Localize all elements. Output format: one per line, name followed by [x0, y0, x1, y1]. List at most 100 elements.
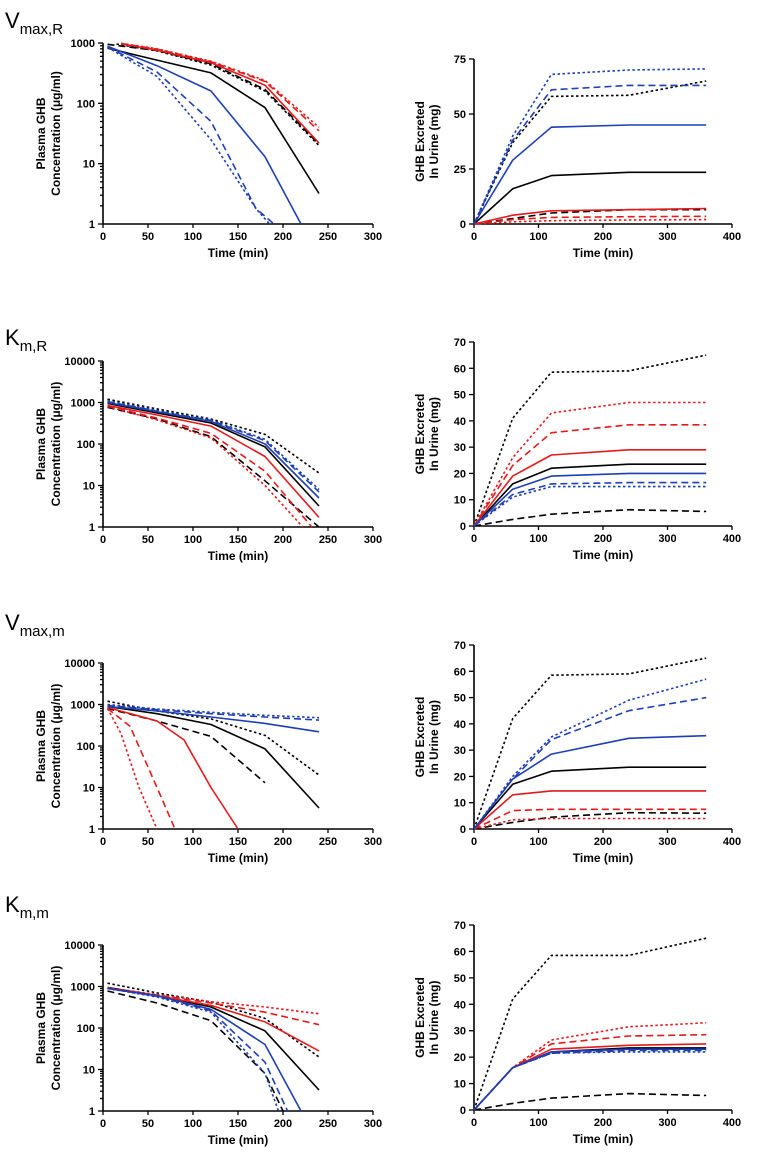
series-line-blue-dashed: [107, 704, 320, 721]
x-tick-label: 0: [100, 231, 106, 243]
y-tick-label: 100: [77, 1023, 95, 1035]
series-line-red-dotted: [473, 218, 707, 225]
y-tick-label: 70: [454, 640, 466, 652]
x-tick-label: 400: [723, 533, 741, 545]
y-tick-label: 0: [460, 219, 466, 231]
x-tick-label: 200: [274, 231, 292, 243]
y-tick-label: 70: [454, 920, 466, 932]
y-tick-label: 40: [454, 719, 466, 731]
series-line-red-dotted: [473, 817, 707, 830]
series-line-blue-dashed: [107, 46, 275, 225]
panel-title-sub: max,m: [20, 623, 65, 640]
y-tick-label: 10: [83, 159, 95, 171]
x-tick-label: 150: [229, 836, 247, 848]
x-tick-label: 0: [471, 533, 477, 545]
y-tick-label: 20: [454, 771, 466, 783]
series-line-blue-solid: [107, 705, 320, 733]
panel-title-sub: m,m: [20, 905, 49, 922]
x-tick-label: 300: [658, 1117, 676, 1129]
series-line-red-solid: [107, 404, 320, 518]
series-line-blue-dotted: [473, 1051, 707, 1111]
x-axis-title: Time (min): [208, 549, 268, 563]
series-line-black-dotted: [473, 354, 707, 527]
y-tick-label: 10: [83, 481, 95, 493]
y-tick-label: 30: [454, 442, 466, 454]
series-line-blue-dashed: [473, 481, 707, 527]
y-tick-label: 60: [454, 666, 466, 678]
y-tick-label: 30: [454, 745, 466, 757]
series-line-black-solid: [107, 986, 320, 1091]
panel-title-sub: max,R: [20, 21, 64, 38]
panel-title: Km,m: [5, 892, 49, 922]
x-tick-label: 300: [364, 836, 382, 848]
y-tick-label: 50: [454, 390, 466, 402]
x-tick-label: 300: [364, 1118, 382, 1130]
x-tick-label: 0: [471, 231, 477, 243]
series-line-red-dotted: [473, 401, 707, 527]
series-line-black-solid: [473, 1047, 707, 1111]
series-line-black-dashed: [107, 43, 320, 145]
series-line-red-solid: [473, 1043, 707, 1111]
x-tick-label: 100: [529, 836, 547, 848]
series-line-black-dotted: [473, 80, 707, 225]
x-tick-label: 400: [723, 1117, 741, 1129]
y-tick-label: 50: [454, 973, 466, 985]
series-line-blue-solid: [473, 1048, 707, 1111]
x-tick-label: 100: [184, 836, 202, 848]
x-tick-label: 200: [594, 231, 612, 243]
series-line-black-dotted: [107, 398, 320, 474]
series-line-red-dashed: [120, 42, 320, 132]
series-line-black-dotted: [473, 657, 707, 830]
series-line-black-solid: [473, 463, 707, 527]
y-tick-label: 20: [454, 468, 466, 480]
x-tick-label: 0: [100, 1118, 106, 1130]
series-line-black-dotted: [116, 43, 320, 147]
x-tick-label: 200: [274, 836, 292, 848]
y-axis-title-line2: In Urine (mg): [427, 700, 441, 774]
x-tick-label: 200: [274, 1118, 292, 1130]
y-tick-label: 10: [454, 1079, 466, 1091]
x-tick-label: 150: [229, 1118, 247, 1130]
x-axis-title: Time (min): [573, 548, 633, 562]
x-axis-title: Time (min): [573, 246, 633, 260]
x-axis-title: Time (min): [208, 246, 268, 260]
y-axis-title-line2: Concentration (μg/ml): [49, 71, 63, 196]
x-axis-title: Time (min): [208, 1133, 268, 1147]
x-tick-label: 100: [184, 534, 202, 546]
y-tick-label: 40: [454, 416, 466, 428]
x-tick-label: 0: [100, 534, 106, 546]
x-tick-label: 400: [723, 836, 741, 848]
y-axis-title-line2: In Urine (mg): [427, 397, 441, 471]
series-line-red-dotted: [106, 708, 158, 830]
y-tick-label: 1000: [71, 700, 95, 712]
y-axis-title-line1: Plasma GHB: [34, 408, 48, 480]
x-tick-label: 250: [319, 836, 337, 848]
y-tick-label: 1000: [71, 398, 95, 410]
y-axis-title-line2: Concentration (μg/ml): [49, 684, 63, 809]
x-tick-label: 400: [723, 231, 741, 243]
series-line-red-dashed: [473, 423, 707, 527]
series-line-red-dotted: [120, 42, 320, 128]
y-axis-title-line2: Concentration (μg/ml): [49, 382, 63, 507]
series-line-blue-dotted: [107, 46, 271, 225]
series-line-blue-dotted: [107, 987, 280, 1112]
series-line-blue-dashed: [473, 84, 707, 225]
panel-title-main: K: [5, 325, 20, 350]
y-tick-label: 60: [454, 946, 466, 958]
x-tick-label: 150: [229, 231, 247, 243]
series-line-black-dotted: [107, 700, 320, 776]
y-tick-label: 1: [89, 1106, 95, 1118]
y-tick-label: 70: [454, 337, 466, 349]
y-tick-label: 60: [454, 363, 466, 375]
panel-title: Km,R: [5, 325, 47, 355]
y-axis-title-line1: GHB Excreted: [413, 697, 427, 778]
chart-3: Km,R 0 50 100 150 200 250 300 1 10 100 1000 10000 Tim…: [5, 325, 382, 563]
panel-title-main: K: [5, 892, 20, 917]
series-line-black-solid: [107, 705, 320, 809]
y-tick-label: 100: [77, 439, 95, 451]
x-tick-label: 200: [594, 836, 612, 848]
y-axis-title-line2: In Urine (mg): [427, 980, 441, 1054]
chart-8: 0 100 200 300 400 0 10 20 30 40 50 60 70 Time (min) GH…: [413, 920, 741, 1146]
x-tick-label: 300: [364, 534, 382, 546]
